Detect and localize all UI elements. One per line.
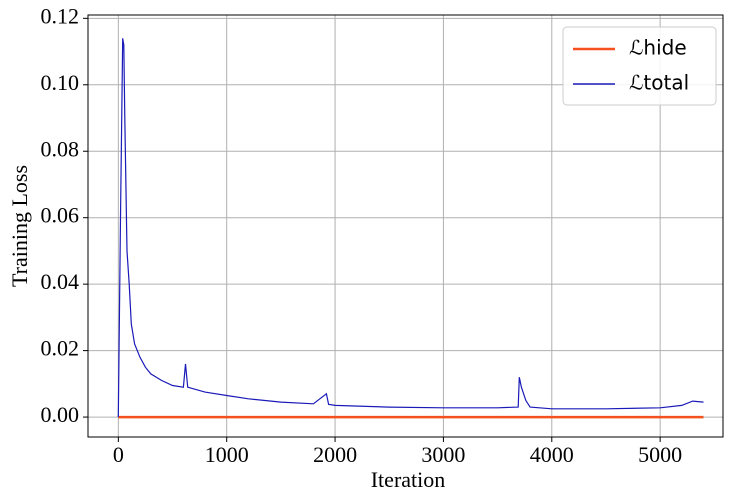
legend-label: ℒtotal xyxy=(629,71,689,95)
legend-box xyxy=(562,26,717,106)
x-tick-label: 1000 xyxy=(205,442,249,467)
y-tick-label: 0.12 xyxy=(41,3,80,28)
x-axis-label: Iteration xyxy=(371,467,446,492)
y-tick-label: 0.02 xyxy=(41,336,80,361)
y-tick-label: 0.04 xyxy=(41,269,80,294)
x-tick-label: 0 xyxy=(113,442,124,467)
y-tick-label: 0.06 xyxy=(41,203,80,228)
y-tick-label: 0.10 xyxy=(41,70,80,95)
x-tick-label: 2000 xyxy=(313,442,357,467)
legend-label: ℒhide xyxy=(629,36,687,60)
series-line xyxy=(117,38,704,418)
y-tick-label: 0.00 xyxy=(41,402,80,427)
legend: ℒhide ℒtotal xyxy=(562,26,717,106)
plot-frame xyxy=(87,14,724,438)
y-tick-label: 0.08 xyxy=(41,136,80,161)
x-tick-label: 4000 xyxy=(530,442,574,467)
x-tick-label: 5000 xyxy=(638,442,682,467)
x-tick-label: 3000 xyxy=(421,442,465,467)
y-axis-label: Training Loss xyxy=(7,165,32,287)
